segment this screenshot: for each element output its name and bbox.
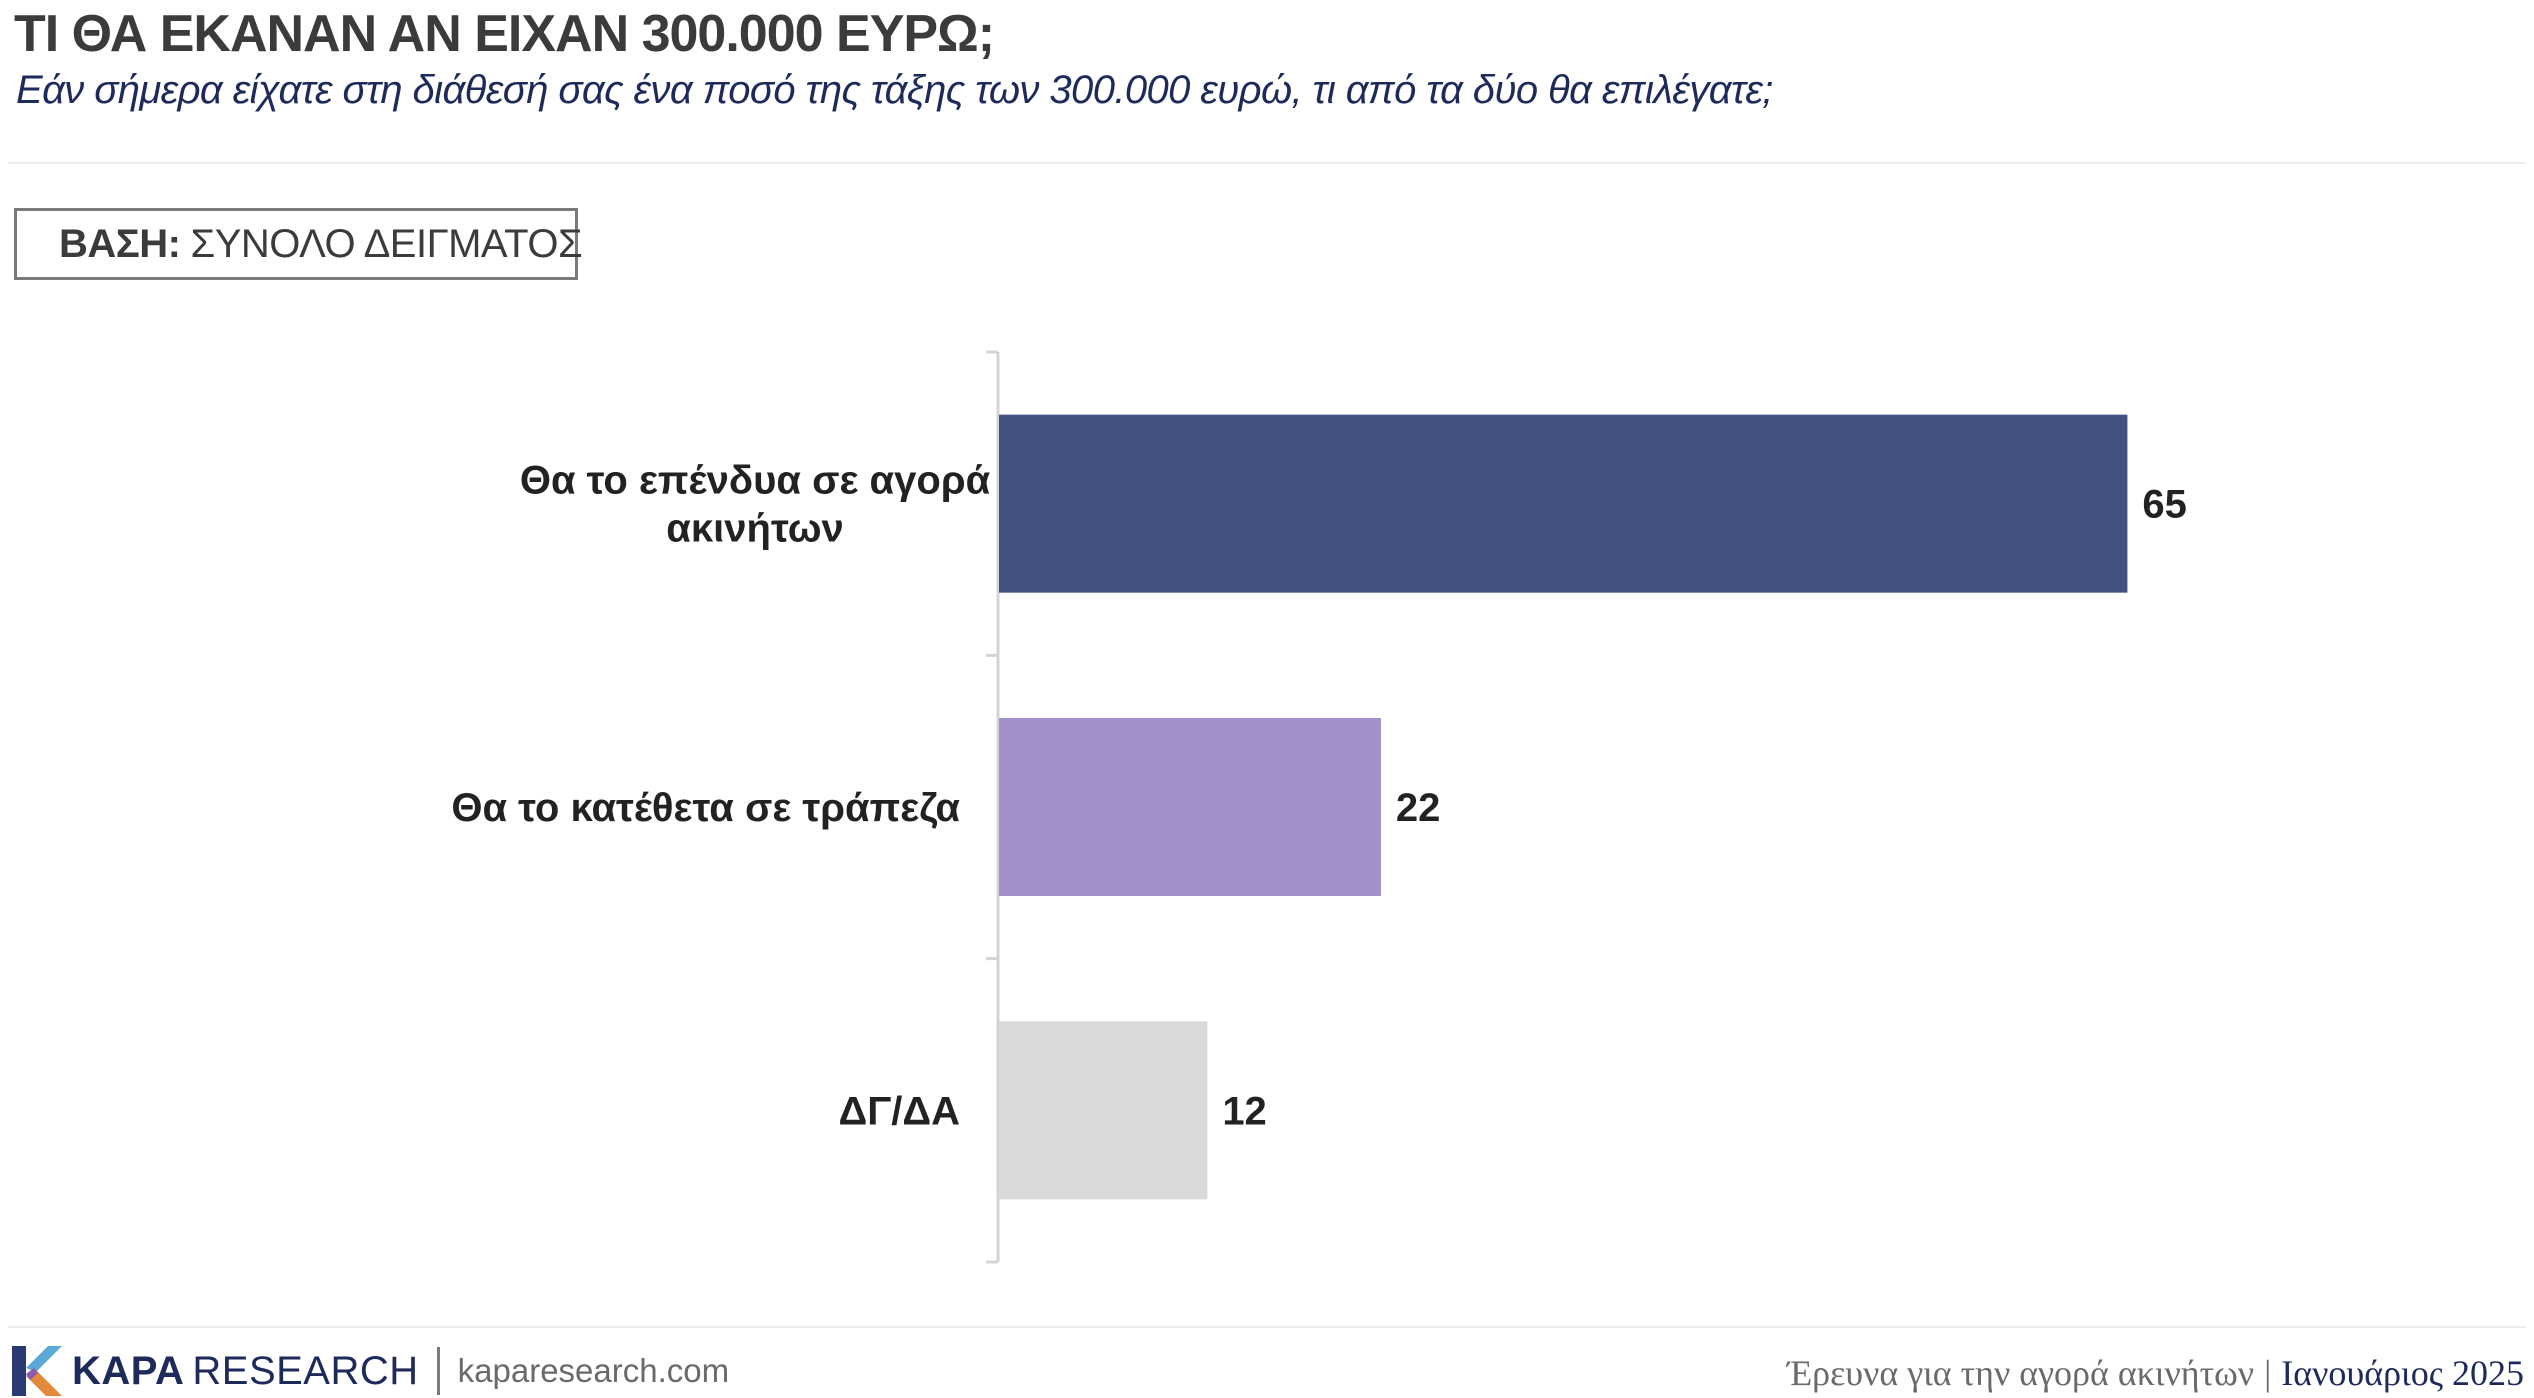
brand-light: RESEARCH (192, 1348, 419, 1393)
category-label-line: ΔΓ/ΔΑ (838, 1089, 960, 1133)
survey-date: Ιανουάριος 2025 (2281, 1353, 2524, 1393)
website-link[interactable]: kaparesearch.com (457, 1352, 730, 1389)
data-label: 12 (1222, 1089, 1267, 1133)
data-label: 65 (2142, 483, 2187, 527)
footer-survey-info: Έρευνα για την αγορά ακινήτων | Ιανουάρι… (1787, 1352, 2524, 1394)
header-divider (8, 162, 2526, 164)
page-subtitle: Εάν σήμερα είχατε στη διάθεσή σας ένα πο… (16, 68, 1773, 112)
bar (999, 718, 1381, 896)
base-key: ΒΑΣΗ: (59, 221, 181, 266)
base-value: ΣΥΝΟΛΟ ΔΕΙΓΜΑΤΟΣ (190, 221, 583, 266)
category-label: Θα το επένδυα σε αγορά ακινήτων (520, 459, 991, 551)
survey-name: Έρευνα για την αγορά ακινήτων (1787, 1353, 2255, 1393)
data-label: 22 (1396, 786, 1441, 830)
category-label: ΔΓ/ΔΑ (838, 1089, 960, 1133)
kapa-research-logo: KAPA RESEARCH kaparesearch.com (12, 1345, 729, 1397)
sample-base-box: ΒΑΣΗ: ΣΥΝΟΛΟ ΔΕΙΓΜΑΤΟΣ (14, 208, 583, 280)
brand-bold: KAPA (72, 1348, 185, 1393)
logo-separator (436, 1347, 440, 1395)
brand-name: KAPA RESEARCH (72, 1349, 419, 1394)
footer-separator: | (2264, 1353, 2272, 1393)
kapa-k-icon (12, 1346, 62, 1396)
page-title: ΤΙ ΘΑ ΕΚΑΝΑΝ ΑΝ ΕΙΧΑΝ 300.000 ΕΥΡΩ; (14, 5, 995, 63)
category-label-line: ακινήτων (666, 507, 843, 551)
bar (999, 1021, 1208, 1200)
category-label-line: Θα το επένδυα σε αγορά (520, 459, 991, 503)
bar (999, 414, 2128, 593)
footer-divider (8, 1326, 2526, 1328)
category-label-line: Θα το κατέθετα σε τράπεζα (451, 786, 960, 830)
category-label: Θα το κατέθετα σε τράπεζα (451, 786, 960, 830)
